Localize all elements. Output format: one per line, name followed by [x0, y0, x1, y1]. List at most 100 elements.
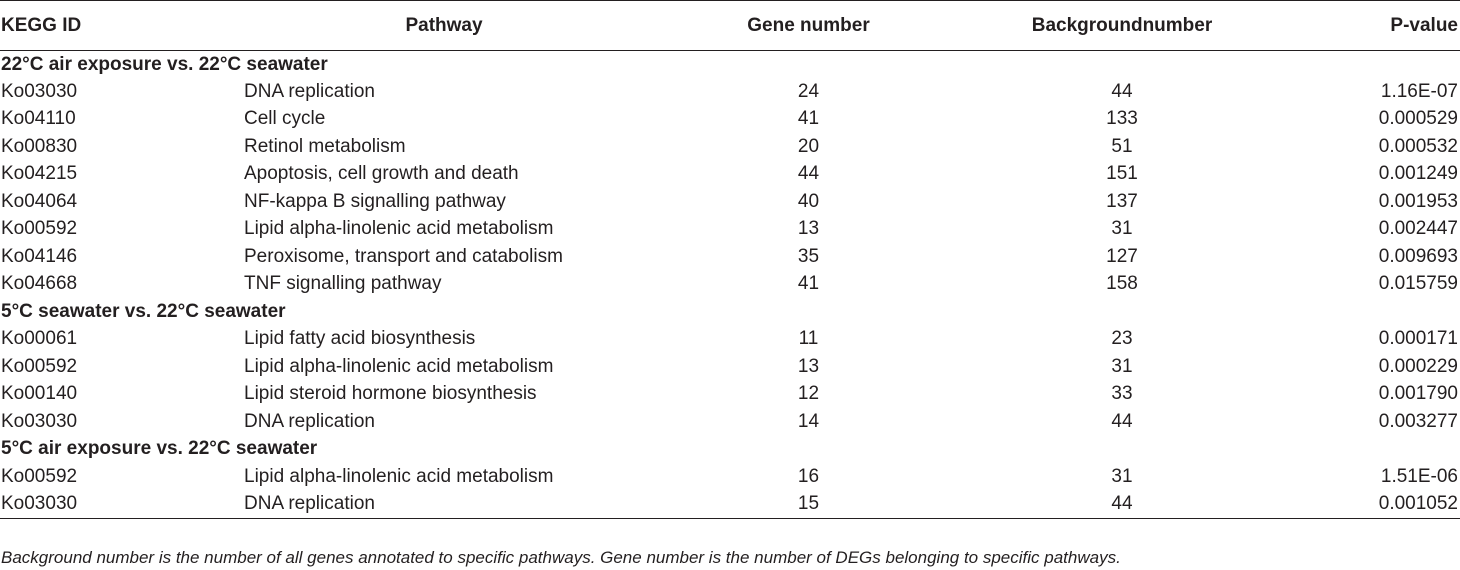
- table-row: Ko00830 Retinol metabolism 20 51 0.00053…: [0, 133, 1460, 161]
- cell-pathway: TNF signalling pathway: [244, 273, 442, 295]
- cell-kegg-id: Ko03030: [1, 80, 78, 102]
- cell-p-value: 0.001953: [1378, 190, 1458, 212]
- cell-pathway: Lipid alpha-linolenic acid metabolism: [244, 355, 554, 377]
- cell-p-value: 0.009693: [1378, 245, 1458, 267]
- cell-kegg-id: Ko00592: [1, 355, 78, 377]
- group-header-row: 5°C air exposure vs. 22°C seawater: [0, 436, 1460, 464]
- cell-pathway: Peroxisome, transport and catabolism: [244, 245, 563, 267]
- cell-gene-number: 44: [797, 163, 820, 185]
- cell-gene-number: 14: [797, 410, 820, 432]
- cell-background-number: 31: [1111, 355, 1133, 377]
- cell-pathway: Lipid alpha-linolenic acid metabolism: [244, 465, 554, 487]
- cell-kegg-id: Ko00061: [1, 328, 78, 350]
- table-row: Ko04215 Apoptosis, cell growth and death…: [0, 161, 1460, 189]
- header-row: KEGG ID Pathway Gene number Backgroundnu…: [0, 0, 1460, 51]
- cell-kegg-id: Ko04064: [1, 190, 78, 212]
- cell-kegg-id: Ko04146: [1, 245, 78, 267]
- group-title: 5°C air exposure vs. 22°C seawater: [1, 438, 318, 460]
- cell-background-number: 33: [1111, 383, 1133, 405]
- cell-pathway: Lipid fatty acid biosynthesis: [244, 328, 476, 350]
- group-title: 5°C seawater vs. 22°C seawater: [1, 300, 286, 322]
- cell-p-value: 0.001052: [1272, 490, 1460, 519]
- header-p-value: P-value: [1272, 0, 1460, 51]
- table-row: Ko03030 DNA replication 24 44 1.16E-07: [0, 78, 1460, 106]
- table-row: Ko04110 Cell cycle 41 133 0.000529: [0, 106, 1460, 134]
- kegg-pathway-table: KEGG ID Pathway Gene number Backgroundnu…: [0, 0, 1460, 519]
- cell-pathway: Retinol metabolism: [244, 135, 406, 157]
- table-row: Ko04668 TNF signalling pathway 41 158 0.…: [0, 271, 1460, 299]
- cell-p-value: 0.015759: [1378, 273, 1458, 295]
- cell-gene-number: 11: [798, 328, 819, 350]
- cell-gene-number: 16: [797, 465, 820, 487]
- cell-gene-number: 41: [797, 108, 820, 130]
- table-row: Ko00592 Lipid alpha-linolenic acid metab…: [0, 353, 1460, 381]
- cell-background-number: 44: [1111, 410, 1133, 432]
- table-row: Ko00592 Lipid alpha-linolenic acid metab…: [0, 463, 1460, 491]
- cell-gene-number: 20: [797, 135, 820, 157]
- cell-p-value: 0.000229: [1378, 355, 1458, 377]
- cell-background-number: 44: [1111, 80, 1133, 102]
- cell-background-number: 51: [1111, 135, 1133, 157]
- cell-pathway: Lipid alpha-linolenic acid metabolism: [244, 218, 554, 240]
- header-kegg-id: KEGG ID: [0, 0, 243, 51]
- cell-background-number: 127: [1106, 245, 1138, 267]
- cell-background-number: 31: [1111, 218, 1133, 240]
- cell-gene-number: 15: [645, 490, 972, 519]
- cell-kegg-id: Ko00830: [1, 135, 78, 157]
- header-pathway: Pathway: [243, 0, 645, 51]
- cell-gene-number: 35: [797, 245, 820, 267]
- cell-kegg-id: Ko04110: [1, 108, 76, 130]
- cell-pathway: Lipid steroid hormone biosynthesis: [244, 383, 537, 405]
- cell-p-value: 0.000532: [1378, 135, 1458, 157]
- cell-pathway: DNA replication: [243, 490, 645, 519]
- cell-gene-number: 12: [797, 383, 820, 405]
- cell-pathway: Apoptosis, cell growth and death: [244, 163, 519, 185]
- cell-pathway: DNA replication: [244, 410, 375, 432]
- table-footnote: Background number is the number of all g…: [1, 548, 1121, 567]
- cell-background-number: 23: [1111, 328, 1133, 350]
- table-row: Ko00592 Lipid alpha-linolenic acid metab…: [0, 216, 1460, 244]
- cell-gene-number: 41: [797, 273, 820, 295]
- header-background-number: Backgroundnumber: [972, 0, 1272, 51]
- cell-gene-number: 13: [797, 218, 820, 240]
- group-title: 22°C air exposure vs. 22°C seawater: [1, 53, 328, 75]
- table-body: 22°C air exposure vs. 22°C seawater Ko03…: [0, 51, 1460, 519]
- group-header-row: 5°C seawater vs. 22°C seawater: [0, 298, 1460, 326]
- cell-p-value: 0.003277: [1378, 410, 1458, 432]
- cell-pathway: Cell cycle: [244, 108, 326, 130]
- cell-p-value: 0.001249: [1378, 163, 1458, 185]
- cell-kegg-id: Ko03030: [1, 410, 78, 432]
- cell-background-number: 137: [1106, 190, 1138, 212]
- cell-kegg-id: Ko00592: [1, 218, 78, 240]
- cell-kegg-id: Ko00592: [1, 465, 78, 487]
- cell-kegg-id: Ko04668: [1, 273, 78, 295]
- cell-p-value: 0.001790: [1378, 383, 1458, 405]
- cell-gene-number: 40: [797, 190, 820, 212]
- cell-kegg-id: Ko04215: [1, 163, 78, 185]
- table-row: Ko00061 Lipid fatty acid biosynthesis 11…: [0, 326, 1460, 354]
- table-row: Ko04064 NF-kappa B signalling pathway 40…: [0, 188, 1460, 216]
- header-gene-number: Gene number: [645, 0, 972, 51]
- cell-p-value: 0.000529: [1378, 108, 1458, 130]
- group-header-row: 22°C air exposure vs. 22°C seawater: [0, 51, 1460, 79]
- cell-p-value: 0.002447: [1378, 218, 1458, 240]
- cell-p-value: 0.000171: [1378, 328, 1458, 350]
- cell-background-number: 151: [1106, 163, 1138, 185]
- table-row: Ko00140 Lipid steroid hormone biosynthes…: [0, 381, 1460, 409]
- table-row: Ko03030 DNA replication 15 44 0.001052: [0, 490, 1460, 519]
- cell-background-number: 44: [972, 490, 1272, 519]
- table-row: Ko03030 DNA replication 14 44 0.003277: [0, 408, 1460, 436]
- cell-background-number: 133: [1106, 108, 1138, 130]
- cell-kegg-id: Ko00140: [1, 383, 78, 405]
- cell-kegg-id: Ko03030: [0, 490, 243, 519]
- cell-pathway: DNA replication: [244, 80, 375, 102]
- cell-pathway: NF-kappa B signalling pathway: [244, 190, 506, 212]
- cell-gene-number: 24: [797, 80, 820, 102]
- cell-p-value: 1.51E-06: [1380, 465, 1458, 487]
- table-row: Ko04146 Peroxisome, transport and catabo…: [0, 243, 1460, 271]
- cell-background-number: 158: [1106, 273, 1138, 295]
- cell-p-value: 1.16E-07: [1380, 80, 1458, 102]
- cell-background-number: 31: [1111, 465, 1133, 487]
- cell-gene-number: 13: [797, 355, 820, 377]
